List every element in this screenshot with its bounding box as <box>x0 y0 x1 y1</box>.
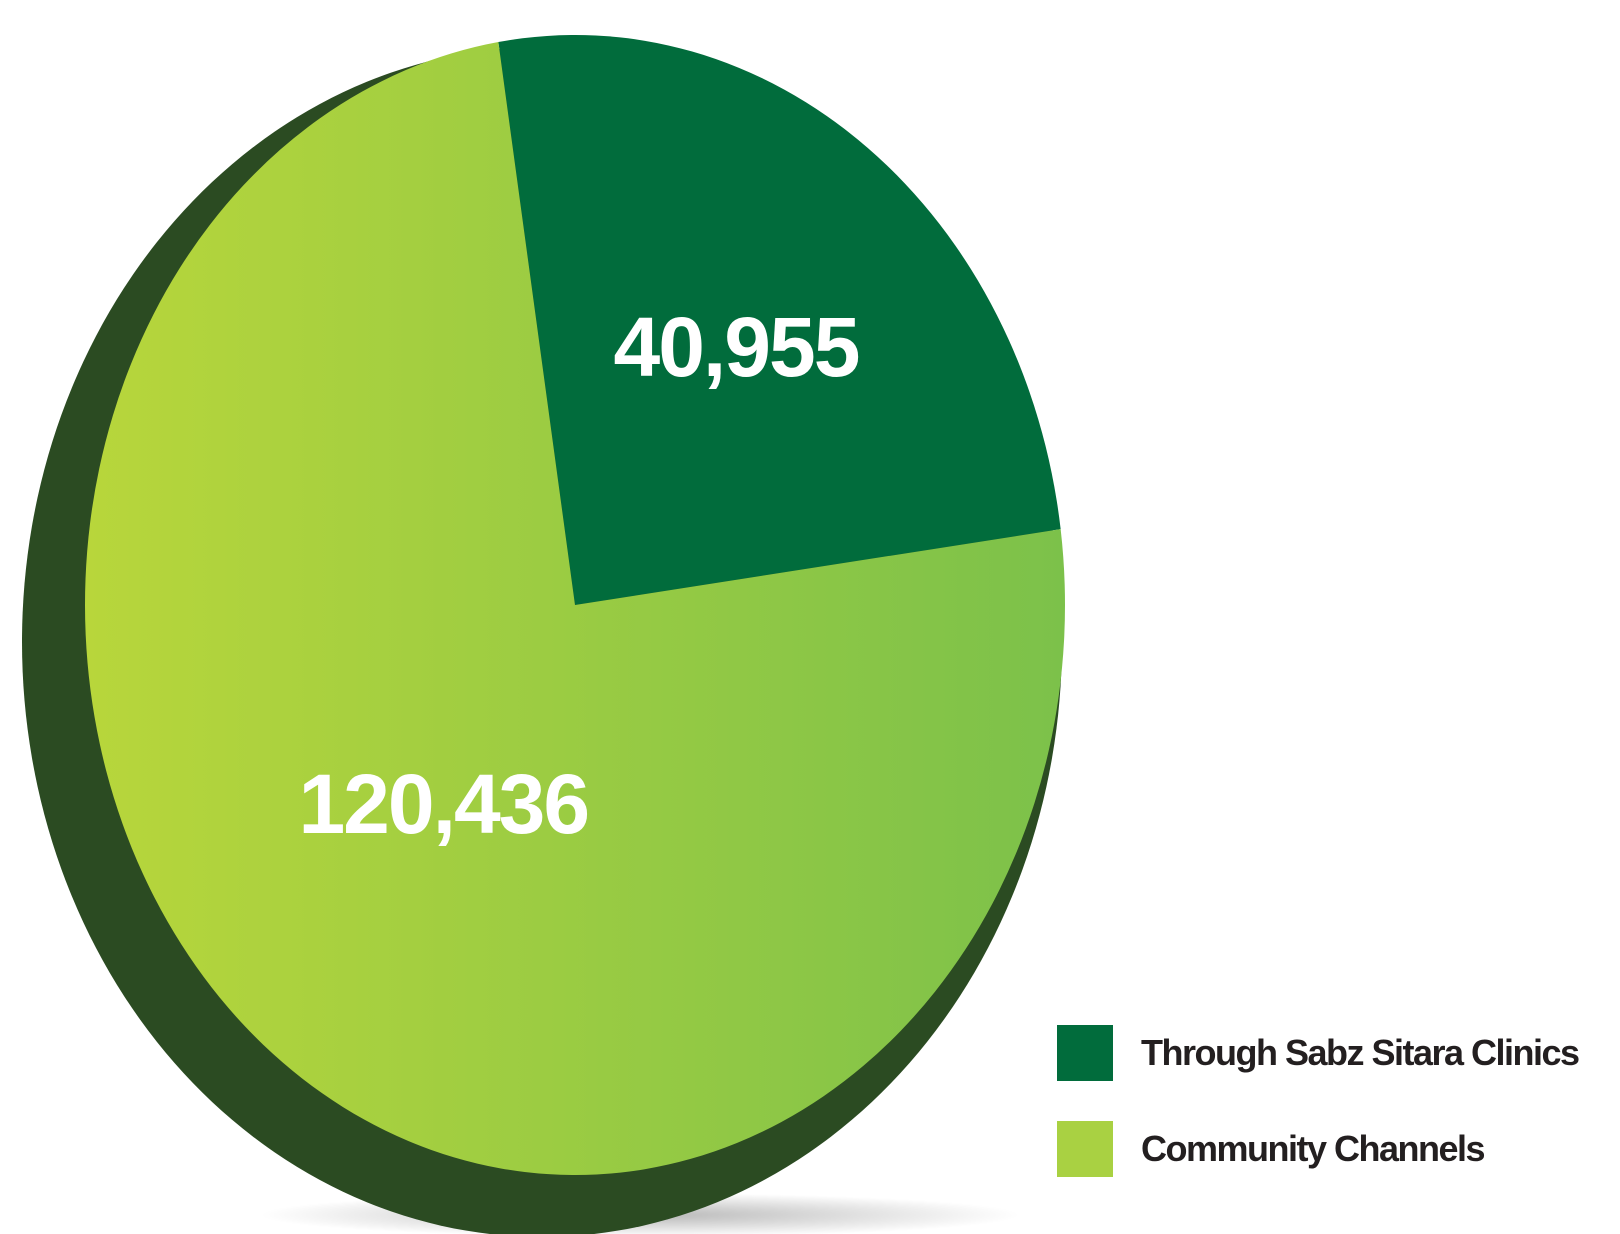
pie-slice-clinics <box>498 35 1061 606</box>
slice-value-label-community: 120,436 <box>298 757 588 851</box>
legend: Through Sabz Sitara Clinics Community Ch… <box>1057 1025 1580 1217</box>
legend-item-clinics: Through Sabz Sitara Clinics <box>1057 1025 1580 1081</box>
legend-label-community: Community Channels <box>1141 1128 1486 1169</box>
pie-slice-community <box>84 42 1066 1175</box>
legend-swatch-community <box>1057 1121 1113 1177</box>
legend-label-clinics: Through Sabz Sitara Clinics <box>1141 1032 1580 1073</box>
slice-value-label-clinics: 40,955 <box>614 300 859 394</box>
legend-swatch-clinics <box>1057 1025 1113 1081</box>
legend-item-community: Community Channels <box>1057 1121 1579 1177</box>
